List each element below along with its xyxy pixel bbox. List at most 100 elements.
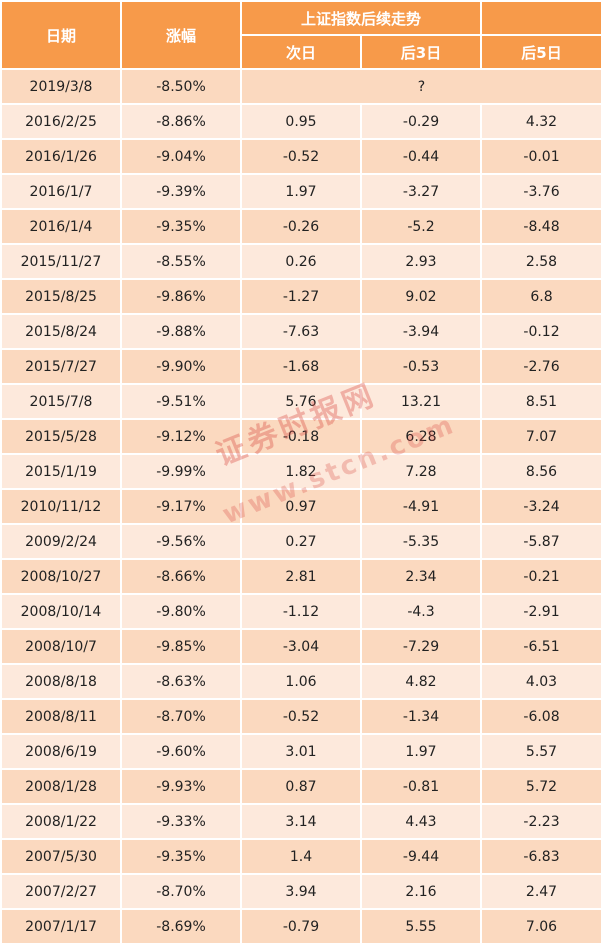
header-date: 日期 — [2, 2, 120, 68]
cell-after-5-days: 2.47 — [482, 875, 602, 908]
cell-after-3-days: -7.29 — [362, 630, 481, 663]
cell-after-3-days: 2.34 — [362, 560, 481, 593]
table-row: 2008/10/27 -8.66% 2.81 2.34 -0.21 — [2, 560, 602, 593]
cell-after-5-days: -6.08 — [482, 700, 602, 733]
cell-after-5-days: -2.23 — [482, 805, 602, 838]
cell-after-5-days: 4.03 — [482, 665, 602, 698]
cell-change: -8.55% — [122, 245, 240, 278]
cell-date: 2007/5/30 — [2, 840, 120, 873]
cell-after-5-days: -0.01 — [482, 140, 602, 173]
cell-after-3-days: -9.44 — [362, 840, 481, 873]
cell-change: -9.60% — [122, 735, 240, 768]
cell-date: 2016/1/26 — [2, 140, 120, 173]
cell-next-day: -1.27 — [242, 280, 360, 313]
cell-after-3-days: 7.28 — [362, 455, 481, 488]
cell-next-day: 3.14 — [242, 805, 360, 838]
table-row: 2015/8/24 -9.88% -7.63 -3.94 -0.12 — [2, 315, 602, 348]
header-after-3-days: 后3日 — [362, 36, 481, 68]
cell-change: -9.12% — [122, 420, 240, 453]
cell-change: -8.50% — [122, 70, 240, 103]
cell-change: -8.86% — [122, 105, 240, 138]
header-blank — [482, 2, 602, 34]
table-row: 2015/8/25 -9.86% -1.27 9.02 6.8 — [2, 280, 602, 313]
cell-after-3-days: -5.35 — [362, 525, 481, 558]
cell-date: 2007/2/27 — [2, 875, 120, 908]
cell-change: -9.93% — [122, 770, 240, 803]
cell-next-day: 0.97 — [242, 490, 360, 523]
cell-date: 2008/1/28 — [2, 770, 120, 803]
cell-change: -9.17% — [122, 490, 240, 523]
table-row: 2016/1/4 -9.35% -0.26 -5.2 -8.48 — [2, 210, 602, 243]
cell-after-3-days: -3.27 — [362, 175, 481, 208]
cell-after-5-days: -3.76 — [482, 175, 602, 208]
cell-after-5-days: -0.21 — [482, 560, 602, 593]
cell-change: -9.90% — [122, 350, 240, 383]
cell-unknown-trend: ? — [242, 70, 602, 103]
cell-after-5-days: 4.32 — [482, 105, 602, 138]
cell-after-3-days: 2.16 — [362, 875, 481, 908]
table-row: 2009/2/24 -9.56% 0.27 -5.35 -5.87 — [2, 525, 602, 558]
header-index-trend: 上证指数后续走势 — [242, 2, 481, 34]
cell-date: 2008/1/22 — [2, 805, 120, 838]
cell-change: -9.99% — [122, 455, 240, 488]
cell-next-day: 3.01 — [242, 735, 360, 768]
cell-next-day: 0.95 — [242, 105, 360, 138]
cell-change: -9.33% — [122, 805, 240, 838]
cell-after-5-days: -5.87 — [482, 525, 602, 558]
cell-after-5-days: 8.56 — [482, 455, 602, 488]
table-row: 2008/1/28 -9.93% 0.87 -0.81 5.72 — [2, 770, 602, 803]
cell-after-5-days: -6.83 — [482, 840, 602, 873]
cell-next-day: -0.52 — [242, 140, 360, 173]
cell-after-5-days: 7.06 — [482, 910, 602, 943]
table-row: 2016/1/7 -9.39% 1.97 -3.27 -3.76 — [2, 175, 602, 208]
cell-next-day: 1.4 — [242, 840, 360, 873]
cell-next-day: -0.52 — [242, 700, 360, 733]
cell-after-5-days: -6.51 — [482, 630, 602, 663]
cell-next-day: -1.12 — [242, 595, 360, 628]
cell-after-3-days: -0.44 — [362, 140, 481, 173]
cell-change: -9.51% — [122, 385, 240, 418]
cell-date: 2007/1/17 — [2, 910, 120, 943]
table-row: 2007/2/27 -8.70% 3.94 2.16 2.47 — [2, 875, 602, 908]
cell-after-3-days: -1.34 — [362, 700, 481, 733]
cell-date: 2019/3/8 — [2, 70, 120, 103]
cell-date: 2008/10/27 — [2, 560, 120, 593]
cell-change: -9.35% — [122, 840, 240, 873]
table-row: 2008/6/19 -9.60% 3.01 1.97 5.57 — [2, 735, 602, 768]
cell-next-day: 0.27 — [242, 525, 360, 558]
cell-after-3-days: -4.3 — [362, 595, 481, 628]
cell-date: 2008/8/11 — [2, 700, 120, 733]
table-row: 2010/11/12 -9.17% 0.97 -4.91 -3.24 — [2, 490, 602, 523]
cell-after-3-days: 4.82 — [362, 665, 481, 698]
cell-next-day: -0.26 — [242, 210, 360, 243]
cell-next-day: -7.63 — [242, 315, 360, 348]
cell-after-3-days: -0.53 — [362, 350, 481, 383]
cell-date: 2015/7/27 — [2, 350, 120, 383]
cell-next-day: -0.18 — [242, 420, 360, 453]
table-row: 2007/5/30 -9.35% 1.4 -9.44 -6.83 — [2, 840, 602, 873]
cell-next-day: 2.81 — [242, 560, 360, 593]
cell-next-day: -1.68 — [242, 350, 360, 383]
cell-after-3-days: 1.97 — [362, 735, 481, 768]
cell-after-3-days: 9.02 — [362, 280, 481, 313]
cell-after-5-days: 2.58 — [482, 245, 602, 278]
table-row: 2008/8/11 -8.70% -0.52 -1.34 -6.08 — [2, 700, 602, 733]
cell-date: 2016/1/7 — [2, 175, 120, 208]
cell-change: -8.69% — [122, 910, 240, 943]
table-row: 2016/2/25 -8.86% 0.95 -0.29 4.32 — [2, 105, 602, 138]
cell-change: -9.35% — [122, 210, 240, 243]
cell-after-3-days: 4.43 — [362, 805, 481, 838]
cell-date: 2015/7/8 — [2, 385, 120, 418]
cell-date: 2016/2/25 — [2, 105, 120, 138]
cell-next-day: 1.82 — [242, 455, 360, 488]
table-row: 2015/5/28 -9.12% -0.18 6.28 7.07 — [2, 420, 602, 453]
cell-date: 2016/1/4 — [2, 210, 120, 243]
table-row: 2008/1/22 -9.33% 3.14 4.43 -2.23 — [2, 805, 602, 838]
cell-after-3-days: -0.29 — [362, 105, 481, 138]
cell-next-day: 0.26 — [242, 245, 360, 278]
cell-next-day: 5.76 — [242, 385, 360, 418]
header-next-day: 次日 — [242, 36, 360, 68]
cell-change: -9.88% — [122, 315, 240, 348]
cell-next-day: 0.87 — [242, 770, 360, 803]
